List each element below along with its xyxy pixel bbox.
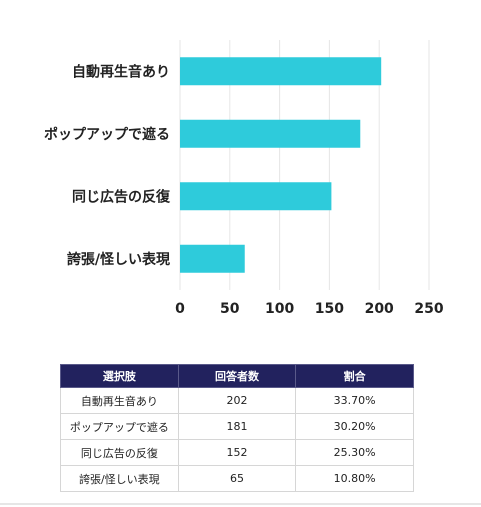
category-label: 同じ広告の反復 <box>72 188 171 205</box>
table-row: 誇張/怪しい表現 65 10.80% <box>60 465 414 492</box>
header-respondents: 回答者数 <box>177 364 297 388</box>
x-tick-label: 100 <box>265 301 294 317</box>
cell-ratio: 25.30% <box>295 439 414 466</box>
header-ratio: 割合 <box>295 364 414 388</box>
x-tick-label: 0 <box>175 301 185 317</box>
results-table-container: 選択肢 回答者数 割合 自動再生音あり 202 33.70% ポップアップで遮る… <box>60 364 414 492</box>
bottom-divider <box>0 503 481 505</box>
bar <box>180 57 382 86</box>
x-axis-ticks: 0 50 100 150 200 250 <box>175 301 444 317</box>
results-table: 選択肢 回答者数 割合 自動再生音あり 202 33.70% ポップアップで遮る… <box>60 364 414 492</box>
table-row: 自動再生音あり 202 33.70% <box>60 387 414 414</box>
x-tick-label: 150 <box>315 301 344 317</box>
category-label: ポップアップで遮る <box>44 126 170 143</box>
x-tick-label: 250 <box>414 301 443 317</box>
cell-respondents: 65 <box>177 465 297 492</box>
cell-respondents: 181 <box>177 413 297 440</box>
cell-choice: 同じ広告の反復 <box>60 439 179 466</box>
cell-respondents: 202 <box>177 387 297 414</box>
bar <box>180 244 245 273</box>
x-tick-label: 50 <box>220 301 240 317</box>
x-tick-label: 200 <box>365 301 394 317</box>
cell-ratio: 30.20% <box>295 413 414 440</box>
cell-ratio: 33.70% <box>295 387 414 414</box>
bar <box>180 182 332 211</box>
cell-choice: 自動再生音あり <box>60 387 179 414</box>
table-header-row: 選択肢 回答者数 割合 <box>60 364 414 388</box>
cell-ratio: 10.80% <box>295 465 414 492</box>
bar <box>180 119 361 148</box>
chart-bars <box>180 57 382 273</box>
cell-choice: 誇張/怪しい表現 <box>60 465 179 492</box>
cell-choice: ポップアップで遮る <box>60 413 179 440</box>
table-row: 同じ広告の反復 152 25.30% <box>60 439 414 466</box>
category-label: 自動再生音あり <box>72 63 170 80</box>
cell-respondents: 152 <box>177 439 297 466</box>
header-choice: 選択肢 <box>60 364 179 388</box>
category-label: 誇張/怪しい表現 <box>67 251 170 268</box>
table-row: ポップアップで遮る 181 30.20% <box>60 413 414 440</box>
